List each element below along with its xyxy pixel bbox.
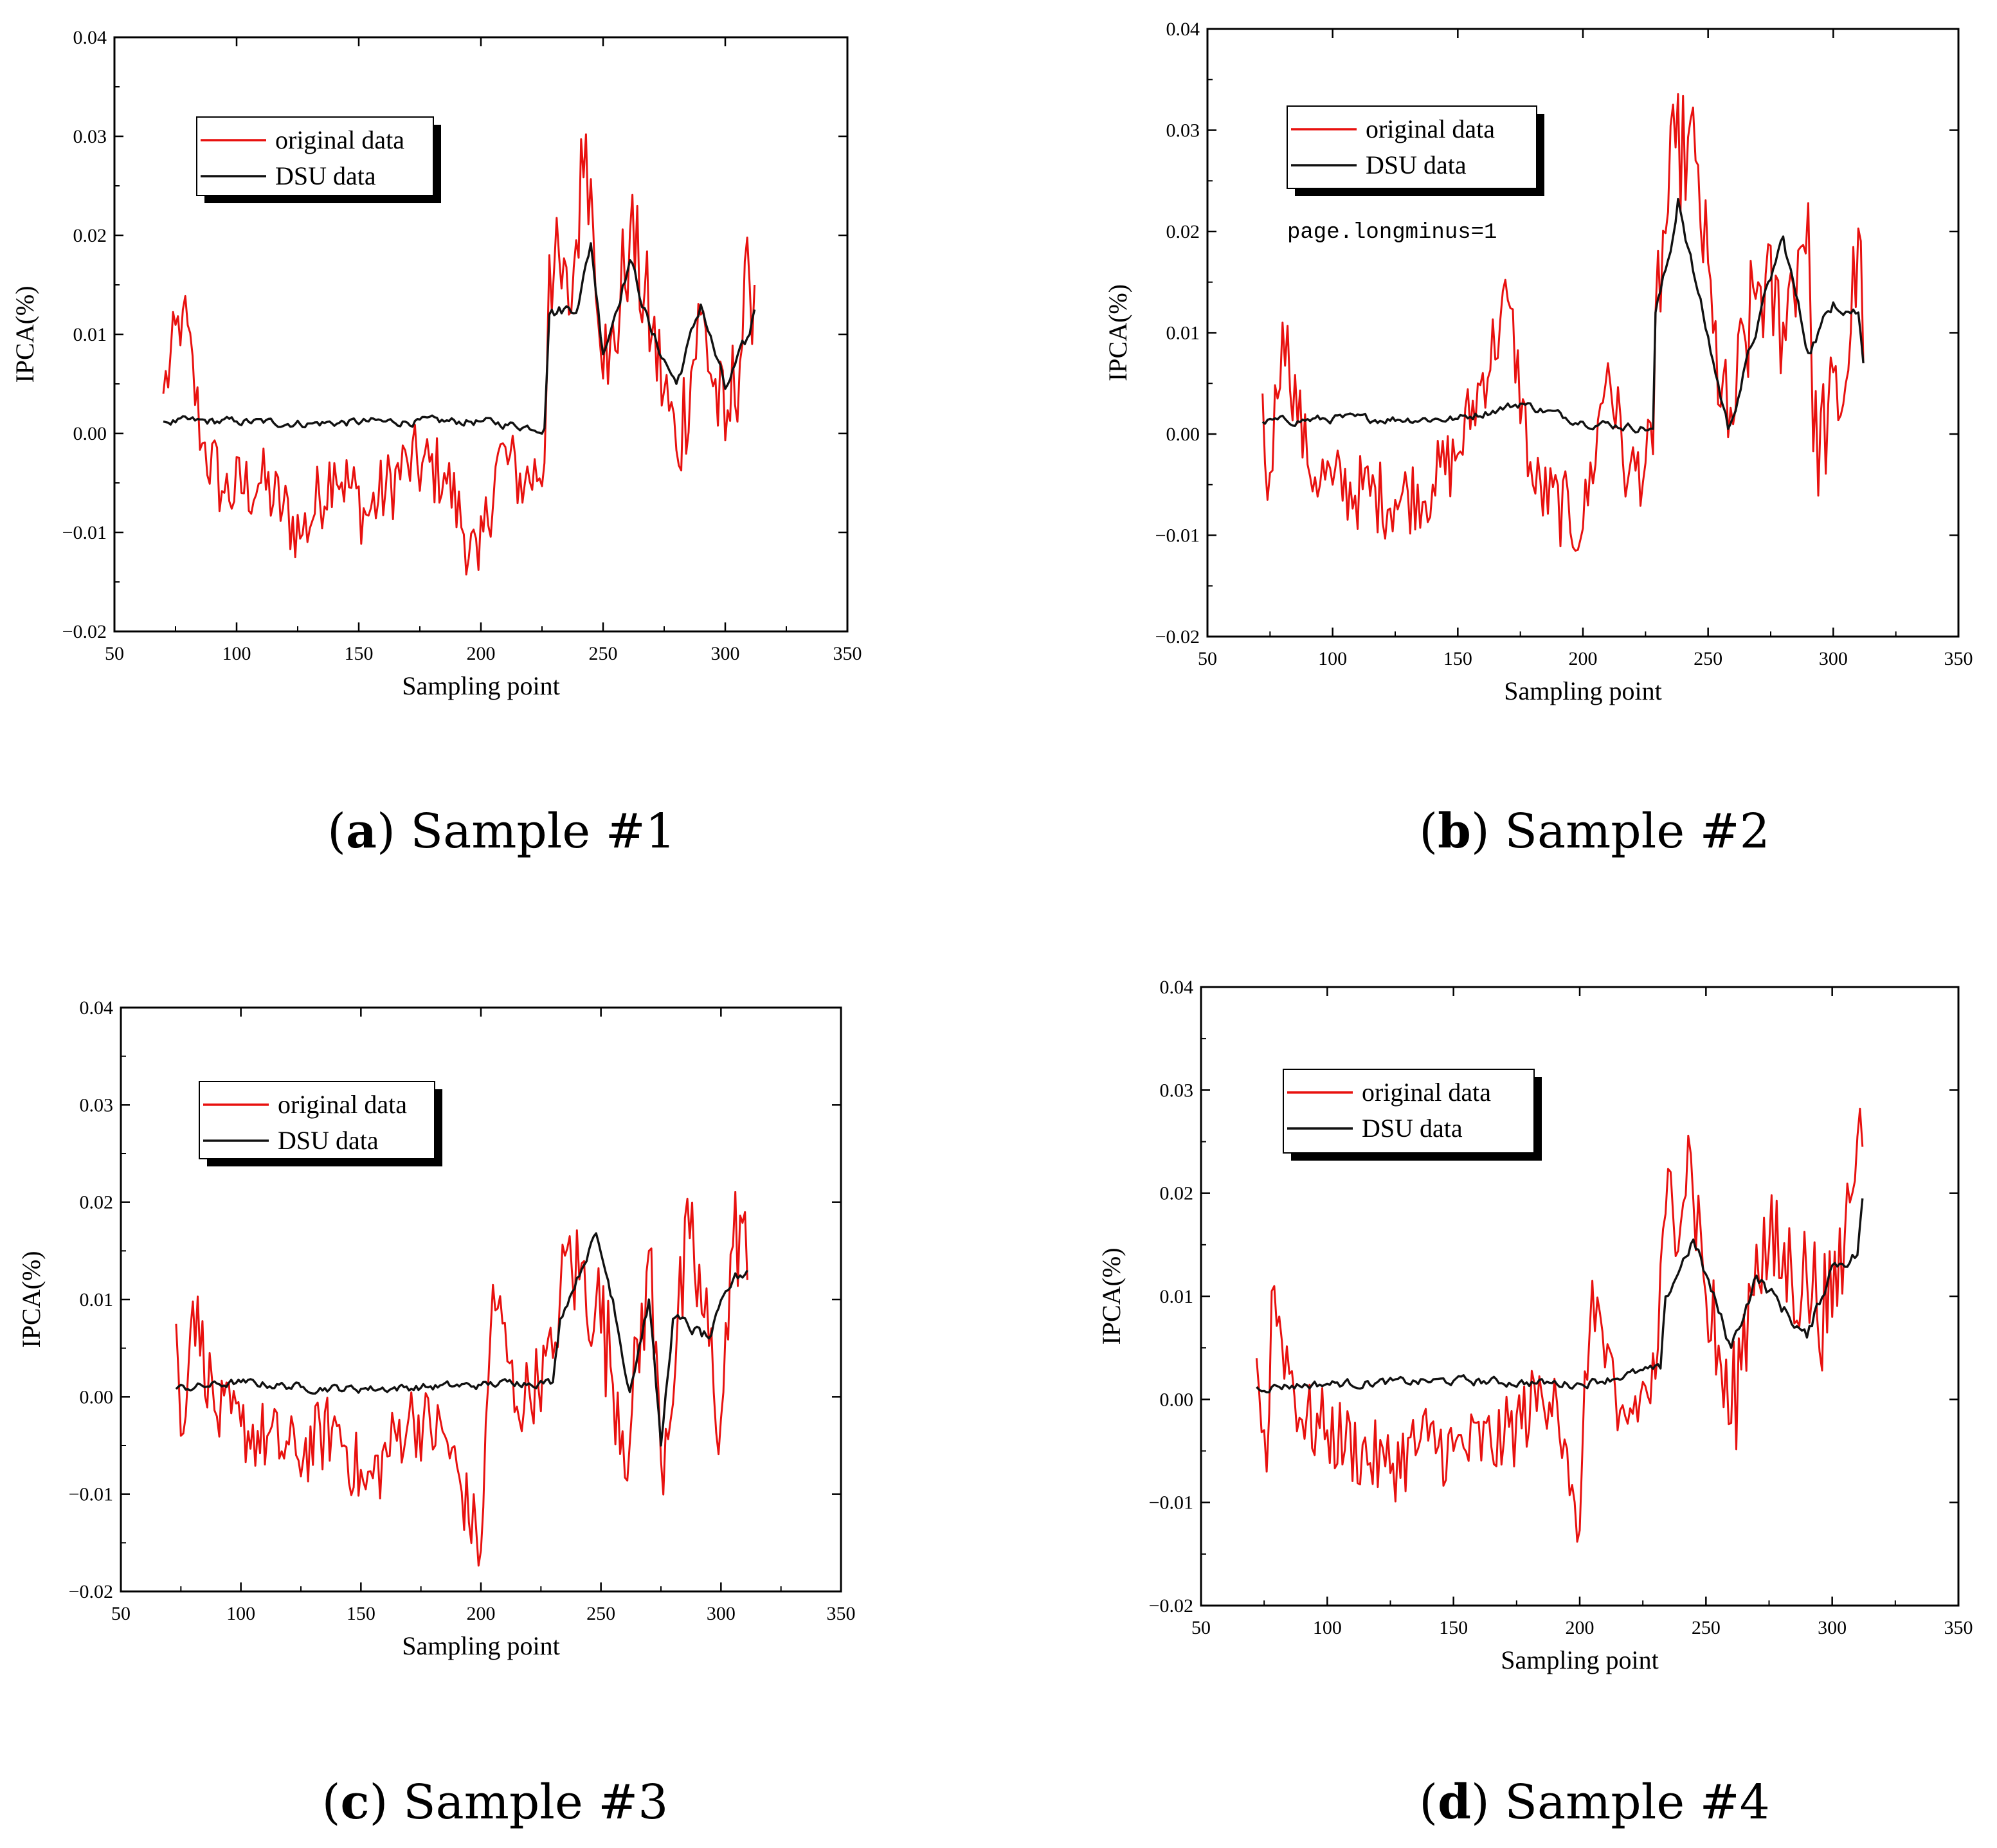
series-line-original <box>1261 93 1865 552</box>
series-line-original <box>162 133 756 575</box>
legend-box <box>1287 105 1537 189</box>
y-tick-label: 0.04 <box>80 997 114 1019</box>
legend-label-dsu: DSU data <box>275 161 376 190</box>
x-tick-label: 100 <box>1313 1617 1342 1638</box>
x-tick-label: 300 <box>707 1603 736 1624</box>
caption-a: (a) Sample #1 <box>327 804 676 859</box>
x-tick-label: 250 <box>586 1603 615 1624</box>
series-line-dsu <box>175 1232 748 1447</box>
y-axis-label: IPCA(%) <box>17 1251 46 1348</box>
y-tick-label: −0.02 <box>69 1581 113 1602</box>
x-tick-label: 200 <box>1566 1617 1595 1638</box>
x-tick-label: 150 <box>1443 648 1472 669</box>
y-tick-label: 0.04 <box>1166 19 1200 40</box>
legend-label-original: original data <box>1362 1078 1491 1107</box>
x-axis-label: Sampling point <box>402 671 560 700</box>
y-tick-label: 0.02 <box>1166 221 1200 242</box>
x-tick-label: 250 <box>1694 648 1722 669</box>
y-tick-label: 0.02 <box>73 225 107 246</box>
y-tick-label: −0.02 <box>1155 626 1200 648</box>
y-axis-label: IPCA(%) <box>10 285 39 383</box>
x-tick-label: 100 <box>226 1603 255 1624</box>
y-tick-label: 0.01 <box>1160 1286 1194 1307</box>
y-tick-label: −0.01 <box>62 522 107 543</box>
legend-label-original: original data <box>278 1090 407 1119</box>
y-tick-label: 0.00 <box>73 423 107 444</box>
x-tick-label: 150 <box>347 1603 375 1624</box>
legend-box <box>196 116 434 196</box>
y-tick-label: 0.00 <box>1160 1389 1194 1410</box>
x-tick-label: 350 <box>833 643 862 664</box>
legend-label-dsu: DSU data <box>278 1126 379 1155</box>
series-line-dsu <box>1261 197 1865 434</box>
y-tick-label: −0.02 <box>1149 1595 1193 1617</box>
legend-box <box>199 1081 435 1159</box>
x-axis-label: Sampling point <box>1501 1645 1659 1674</box>
caption-b: (b) Sample #2 <box>1419 804 1770 859</box>
x-tick-label: 350 <box>1944 648 1973 669</box>
x-tick-label: 350 <box>1944 1617 1973 1638</box>
y-tick-label: −0.01 <box>69 1484 113 1505</box>
y-tick-label: −0.02 <box>62 621 107 642</box>
caption-c: (c) Sample #3 <box>321 1775 669 1830</box>
x-tick-label: 350 <box>827 1603 856 1624</box>
x-tick-label: 50 <box>1191 1617 1211 1638</box>
x-tick-label: 250 <box>1692 1617 1721 1638</box>
x-tick-label: 100 <box>222 643 251 664</box>
y-tick-label: 0.04 <box>1160 977 1194 998</box>
x-tick-label: 50 <box>105 643 124 664</box>
x-tick-label: 300 <box>1819 648 1848 669</box>
y-tick-label: 0.00 <box>1166 424 1200 445</box>
y-tick-label: 0.03 <box>1160 1080 1194 1101</box>
x-tick-label: 150 <box>345 643 374 664</box>
y-tick-label: 0.03 <box>73 126 107 147</box>
y-tick-label: −0.01 <box>1149 1492 1193 1514</box>
y-tick-label: 0.04 <box>73 27 107 48</box>
x-tick-label: 250 <box>589 643 618 664</box>
legend-label-dsu: DSU data <box>1366 150 1467 179</box>
chart-panel-c: 50 100 150 200 250 300 350 −0.02 −0.01 0.00 0.01 0.… <box>17 997 856 1660</box>
y-tick-label: 0.01 <box>80 1289 114 1310</box>
x-tick-label: 200 <box>1569 648 1598 669</box>
y-axis-label: IPCA(%) <box>1097 1247 1126 1345</box>
x-tick-label: 150 <box>1439 1617 1468 1638</box>
x-tick-label: 50 <box>1198 648 1217 669</box>
caption-d: (d) Sample #4 <box>1419 1775 1770 1830</box>
y-tick-label: 0.01 <box>73 324 107 345</box>
legend-label-original: original data <box>1366 114 1495 143</box>
series-line-original <box>1255 1107 1864 1543</box>
y-tick-label: 0.03 <box>80 1094 114 1116</box>
legend-box <box>1283 1069 1535 1154</box>
series-line-dsu <box>1256 1198 1864 1393</box>
series-line-original <box>175 1191 748 1567</box>
x-tick-label: 50 <box>111 1603 131 1624</box>
legend-label-original: original data <box>275 125 404 154</box>
legend-label-dsu: DSU data <box>1362 1114 1463 1143</box>
panel-annotation: page.longminus=1 <box>1287 221 1497 245</box>
chart-panel-b: 50 100 150 200 250 300 350 −0.02 −0.01 0.00 0.01 0.… <box>1103 19 1973 705</box>
x-axis-label: Sampling point <box>1504 676 1662 705</box>
x-tick-label: 200 <box>467 1603 496 1624</box>
x-tick-label: 100 <box>1318 648 1347 669</box>
y-tick-label: 0.02 <box>80 1192 114 1213</box>
y-tick-label: 0.01 <box>1166 323 1200 344</box>
y-axis-label: IPCA(%) <box>1103 284 1132 381</box>
y-tick-label: 0.02 <box>1160 1183 1194 1204</box>
y-tick-label: −0.01 <box>1155 525 1200 547</box>
x-axis-label: Sampling point <box>402 1631 560 1660</box>
x-tick-label: 200 <box>467 643 496 664</box>
series-line-dsu <box>163 242 756 435</box>
y-tick-label: 0.03 <box>1166 120 1200 141</box>
y-tick-label: 0.00 <box>80 1386 114 1408</box>
x-tick-label: 300 <box>711 643 740 664</box>
chart-panel-a: 50 100 150 200 250 300 350 −0.02 −0.01 0.00 0.01 0.… <box>10 27 862 700</box>
chart-panel-d: 50 100 150 200 250 300 350 −0.02 −0.01 0.00 0.01 0.… <box>1097 977 1973 1674</box>
x-tick-label: 300 <box>1818 1617 1847 1638</box>
